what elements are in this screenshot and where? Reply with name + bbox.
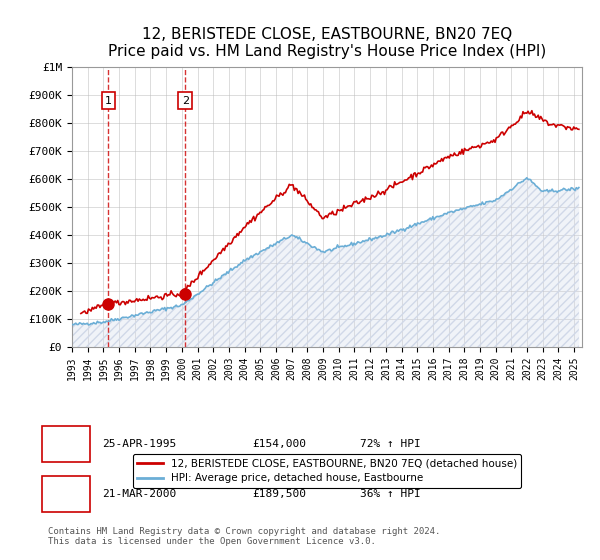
Text: Contains HM Land Registry data © Crown copyright and database right 2024.
This d: Contains HM Land Registry data © Crown c… bbox=[48, 526, 440, 546]
Text: 72% ↑ HPI: 72% ↑ HPI bbox=[360, 439, 421, 449]
Text: 36% ↑ HPI: 36% ↑ HPI bbox=[360, 489, 421, 500]
Text: £154,000: £154,000 bbox=[252, 439, 306, 449]
Text: 2: 2 bbox=[62, 489, 70, 500]
Legend: 12, BERISTEDE CLOSE, EASTBOURNE, BN20 7EQ (detached house), HPI: Average price, : 12, BERISTEDE CLOSE, EASTBOURNE, BN20 7E… bbox=[133, 454, 521, 488]
Title: 12, BERISTEDE CLOSE, EASTBOURNE, BN20 7EQ
Price paid vs. HM Land Registry's Hous: 12, BERISTEDE CLOSE, EASTBOURNE, BN20 7E… bbox=[108, 27, 546, 59]
Text: £189,500: £189,500 bbox=[252, 489, 306, 500]
Text: 2: 2 bbox=[182, 96, 189, 106]
Text: 1: 1 bbox=[62, 439, 70, 449]
Text: 25-APR-1995: 25-APR-1995 bbox=[102, 439, 176, 449]
Text: 1: 1 bbox=[105, 96, 112, 106]
Text: 21-MAR-2000: 21-MAR-2000 bbox=[102, 489, 176, 500]
